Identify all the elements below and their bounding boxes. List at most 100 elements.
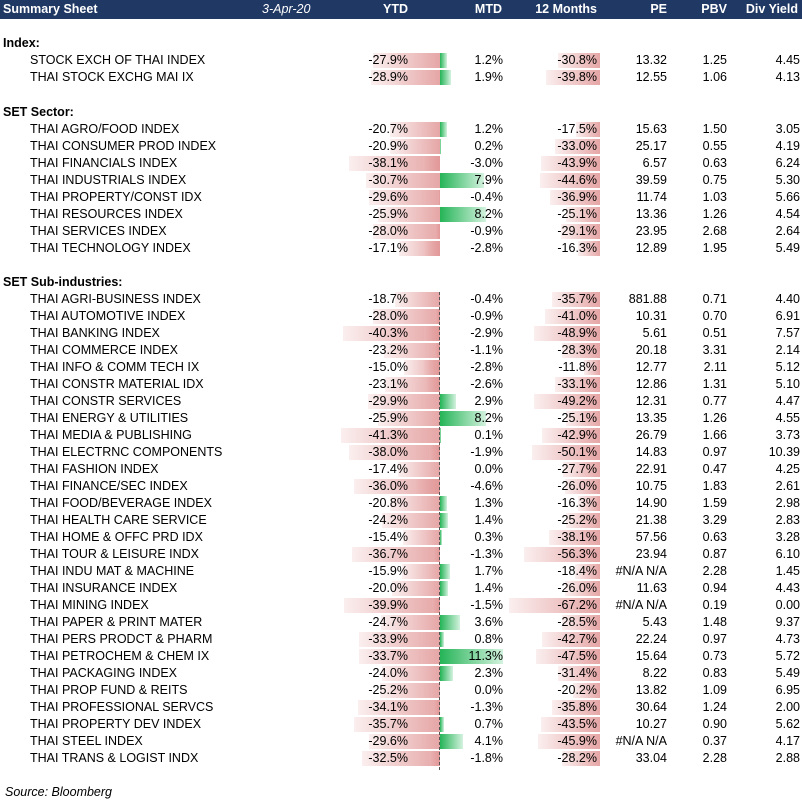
mtd-bar	[440, 632, 445, 647]
divyield-value: 5.49	[775, 241, 800, 255]
pe-value: 12.89	[635, 241, 667, 255]
pe-value: 11.63	[636, 581, 667, 595]
header-row: Summary Sheet 3-Apr-20 YTD MTD 12 Months…	[0, 0, 802, 19]
pe-value: 13.82	[635, 683, 667, 697]
m12-value: -28.5%	[557, 615, 597, 629]
row-name: THAI TOUR & LEISURE INDX	[30, 547, 200, 561]
pe-value: 10.27	[635, 717, 667, 731]
pe-value: 5.43	[642, 615, 667, 629]
pbv-value: 1.48	[702, 615, 727, 629]
row-name: THAI STOCK EXCHG MAI IX	[30, 70, 194, 84]
row-name: THAI STEEL INDEX	[30, 734, 143, 748]
sheet-date: 3-Apr-20	[262, 2, 311, 16]
ytd-value: -20.7%	[368, 122, 408, 136]
ytd-value: -17.4%	[368, 462, 408, 476]
mtd-bar	[440, 139, 442, 154]
mtd-value: 0.1%	[474, 428, 504, 442]
mtd-bar	[434, 309, 440, 324]
ytd-value: -41.3%	[368, 428, 408, 442]
m12-bar	[561, 751, 600, 766]
m12-value: -44.6%	[557, 173, 597, 187]
mtd-bar	[440, 53, 447, 68]
ytd-value: -34.1%	[368, 700, 408, 714]
table-row: THAI ENERGY & UTILITIES -25.9% 8.2% -25.1% 1…	[0, 410, 802, 427]
ytd-value: -29.6%	[368, 734, 408, 748]
mtd-bar	[434, 224, 440, 239]
divyield-value: 5.12	[775, 360, 800, 374]
row-name: THAI AUTOMOTIVE INDEX	[30, 309, 186, 323]
mtd-value: -2.6%	[470, 377, 503, 391]
table-row: THAI PROPERTY DEV INDEX -35.7% 0.7% -43.5% 1…	[0, 716, 802, 733]
mtd-bar	[440, 564, 450, 579]
m12-value: -11.8%	[558, 360, 597, 374]
ytd-bar	[368, 190, 440, 205]
col-12m-header: 12 Months	[535, 2, 597, 16]
m12-value: -16.3%	[557, 241, 597, 255]
mtd-bar	[440, 734, 463, 749]
ytd-value: -36.0%	[368, 479, 408, 493]
mtd-value: -1.8%	[470, 751, 503, 765]
m12-value: -42.9%	[557, 428, 597, 442]
pe-value: 33.04	[635, 751, 667, 765]
m12-bar	[551, 700, 600, 715]
pe-value: 22.91	[635, 462, 667, 476]
pbv-value: 0.94	[702, 581, 727, 595]
ytd-value: -33.9%	[368, 632, 408, 646]
pbv-value: 0.70	[702, 309, 727, 323]
pe-value: 13.35	[635, 411, 667, 425]
mtd-bar	[440, 649, 504, 664]
pbv-value: 0.55	[702, 139, 727, 153]
section-heading: Index:	[0, 35, 802, 52]
pbv-value: 0.63	[702, 530, 727, 544]
ytd-bar	[372, 309, 440, 324]
pe-value: 12.77	[635, 360, 667, 374]
table-row: THAI FINANCE/SEC INDEX -36.0% -4.6% -26.0% 1…	[0, 478, 802, 495]
m12-bar	[561, 615, 600, 630]
m12-bar	[548, 530, 600, 545]
pbv-value: 1.83	[702, 479, 727, 493]
divyield-value: 9.37	[775, 615, 800, 629]
ytd-value: -25.2%	[368, 683, 408, 697]
mtd-value: 8.2%	[474, 411, 504, 425]
ytd-value: -24.2%	[368, 513, 408, 527]
divyield-value: 5.10	[775, 377, 800, 391]
ytd-value: -29.9%	[368, 394, 408, 408]
mtd-value: -0.4%	[470, 190, 503, 204]
row-name: THAI FOOD/BEVERAGE INDEX	[30, 496, 212, 510]
divyield-value: 3.73	[775, 428, 800, 442]
divyield-value: 2.88	[775, 751, 800, 765]
ytd-value: -30.7%	[368, 173, 408, 187]
row-name: THAI INSURANCE INDEX	[30, 581, 178, 595]
mtd-bar	[440, 173, 485, 188]
m12-bar	[555, 139, 600, 154]
pe-value: #N/A N/A	[615, 734, 667, 748]
m12-bar	[576, 122, 600, 137]
row-name: THAI SERVICES INDEX	[30, 224, 167, 238]
mtd-bar	[440, 70, 451, 85]
m12-value: -35.8%	[557, 700, 597, 714]
ytd-bar	[344, 598, 440, 613]
mtd-value: 4.1%	[474, 734, 504, 748]
divyield-value: 4.40	[775, 292, 800, 306]
table-row: THAI RESOURCES INDEX -25.9% 8.2% -25.1% 13.3…	[0, 206, 802, 223]
ytd-value: -23.2%	[368, 343, 408, 357]
mtd-value: -0.9%	[470, 309, 503, 323]
ytd-value: -36.7%	[368, 547, 408, 561]
mtd-bar	[440, 411, 486, 426]
mtd-value: 0.0%	[474, 683, 504, 697]
m12-value: -38.1%	[557, 530, 597, 544]
divyield-value: 2.98	[775, 496, 800, 510]
ytd-bar	[351, 547, 440, 562]
pbv-value: 3.29	[702, 513, 727, 527]
pe-value: 25.17	[635, 139, 667, 153]
mtd-bar	[429, 751, 440, 766]
m12-bar	[577, 241, 600, 256]
mtd-bar	[432, 700, 440, 715]
m12-bar	[550, 190, 600, 205]
pe-value: 22.24	[635, 632, 667, 646]
row-name: THAI ENERGY & UTILITIES	[30, 411, 189, 425]
ytd-value: -15.4%	[368, 530, 408, 544]
ytd-value: -17.1%	[368, 241, 408, 255]
pbv-value: 0.83	[702, 666, 727, 680]
